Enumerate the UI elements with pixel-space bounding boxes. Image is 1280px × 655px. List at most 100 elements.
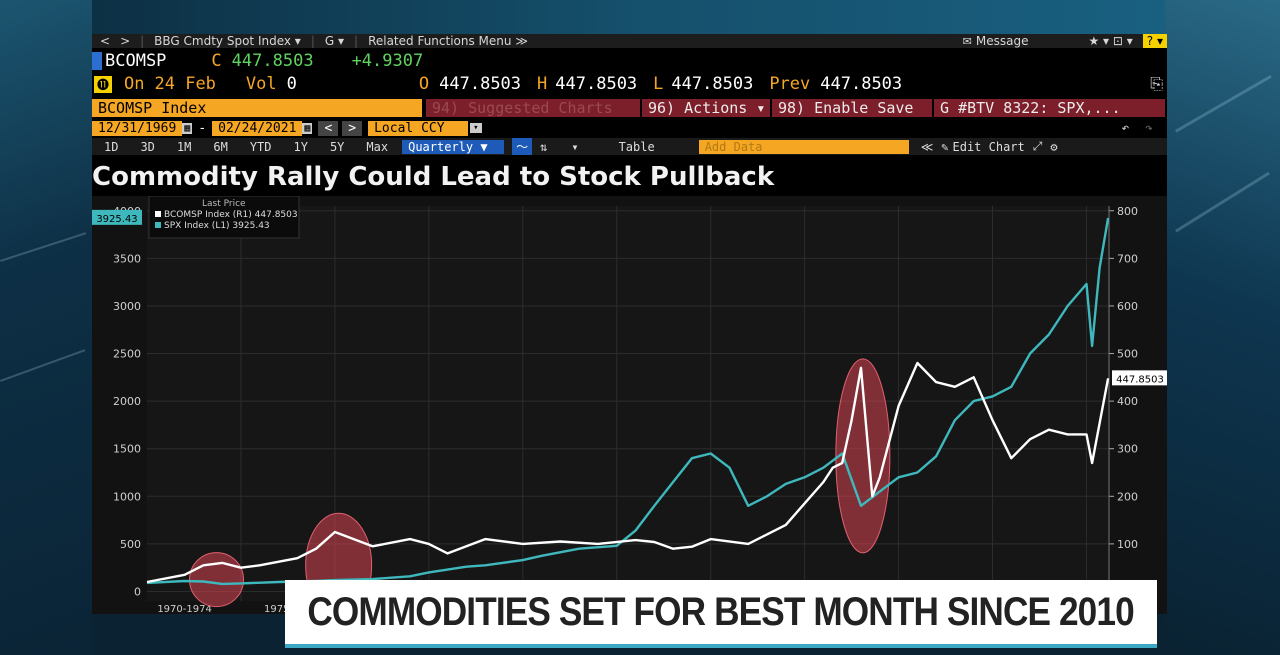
open-value: 447.8503 [439,74,521,94]
close-label: C [211,51,221,71]
vol-value: 0 [287,74,297,94]
suggested-charts-button[interactable]: 94) Suggested Charts [426,99,640,117]
background-right [1165,0,1280,655]
start-date-field[interactable]: 12/31/1969 [92,121,182,136]
redo-icon[interactable]: ↷ [1145,121,1153,136]
background-left [0,0,92,655]
line-chart-icon[interactable]: 〜 [512,138,532,155]
left-axis-tick-label: 1000 [113,490,141,503]
frequency-select[interactable]: Quarterly ▼ [402,140,504,154]
menu-bbg-cmdty[interactable]: BBG Cmdty Spot Index ▾ [154,34,301,48]
x-axis-tick-label: 1970-1974 [157,604,212,614]
left-axis-tick-label: 1500 [113,443,141,456]
period-button[interactable]: 1D [104,140,118,154]
period-button[interactable]: 5Y [330,140,344,154]
right-axis-tick-label: 500 [1117,348,1138,361]
prev-label: Prev [769,74,810,94]
period-button[interactable]: 6M [213,140,227,154]
menu-related-functions[interactable]: Related Functions Menu ≫ [368,34,528,48]
bloomberg-terminal: < > | BBG Cmdty Spot Index ▾ | G ▾ | Rel… [92,34,1167,614]
start-calendar-icon[interactable]: ▦ [182,123,192,134]
expand-icon[interactable]: ⤢ [1033,139,1043,154]
left-axis-tick-label: 0 [134,585,141,598]
change-value: +4.9307 [352,51,424,71]
message-icon[interactable]: ✉ [963,35,972,48]
low-value: 447.8503 [671,74,753,94]
date-label: On [124,74,144,94]
back-button[interactable]: < [100,34,110,48]
legend-header: Last Price [202,199,246,209]
security-field[interactable]: BCOMSP Index [92,99,422,117]
period-buttons: 1D 3D 1M 6M YTD 1Y 5Y Max [104,140,388,154]
left-axis-tick-label: 500 [120,538,141,551]
currency-select[interactable]: Local CCY [368,121,468,136]
collapse-icon[interactable]: ≪ [921,140,934,154]
legend-swatch [155,222,161,228]
quote-row-2: ⓫ On 24 Feb Vol 0 O 447.8503 H 447.8503 … [92,73,1167,95]
security-marker [92,52,102,70]
right-axis-tick-label: 300 [1117,443,1138,456]
chart-type-chevron-icon[interactable]: ▾ [571,140,578,154]
headline-text: COMMODITIES SET FOR BEST MONTH SINCE 201… [308,590,1134,635]
prev-period-button[interactable]: < [318,121,338,136]
edit-chart-button[interactable]: Edit Chart [953,140,1025,154]
highlight-ellipse [190,553,244,607]
forward-button[interactable]: > [120,34,130,48]
export-icon[interactable]: ⎘ [1150,74,1163,94]
legend-swatch [155,211,161,217]
close-value: 447.8503 [232,51,314,71]
high-label: H [537,74,547,94]
chart-type-icon[interactable]: ⇅ [540,140,547,154]
alert-icon[interactable]: ⓫ [94,76,112,93]
actions-button[interactable]: 96) Actions ▾ [642,99,770,117]
undo-icon[interactable]: ↶ [1121,121,1129,136]
ticker: BCOMSP [105,51,166,71]
range-dash: - [198,121,206,136]
date-range-row: 12/31/1969 ▦ - 02/24/2021 ▦ < > Local CC… [92,120,1167,136]
left-axis-tick-label: 3500 [113,252,141,265]
right-axis-tick-label: 800 [1117,205,1138,218]
background-top [0,0,1280,34]
lower-third-banner: COMMODITIES SET FOR BEST MONTH SINCE 201… [285,580,1157,648]
vol-label: Vol [246,74,277,94]
right-axis-tick-label: 100 [1117,538,1138,551]
high-value: 447.8503 [555,74,637,94]
spx-last-value-label: 3925.43 [96,214,137,225]
period-row: 1D 3D 1M 6M YTD 1Y 5Y Max Quarterly ▼ 〜 ⇅ ▾ Tab… [92,138,1167,155]
add-data-field[interactable]: Add Data [699,140,909,154]
prev-value: 447.8503 [820,74,902,94]
period-button[interactable]: 3D [140,140,154,154]
currency-chevron-icon[interactable]: ▾ [470,123,481,133]
period-button[interactable]: 1M [177,140,191,154]
function-toolbar: BCOMSP Index 94) Suggested Charts 96) Ac… [92,97,1167,118]
period-button[interactable]: YTD [250,140,272,154]
right-axis-tick-label: 400 [1117,395,1138,408]
line-chart: 0500100015002000250030003500400001002003… [92,196,1167,614]
end-date-field[interactable]: 02/24/2021 [212,121,302,136]
period-button[interactable]: 1Y [294,140,308,154]
settings-gear-icon[interactable]: ⚙ [1050,140,1057,154]
enable-save-button[interactable]: 98) Enable Save [772,99,932,117]
table-button[interactable]: Table [619,140,655,154]
btv-button[interactable]: G #BTV 8322: SPX,... [934,99,1165,117]
quote-row-1: BCOMSP C 447.8503 +4.9307 [92,50,1167,72]
end-calendar-icon[interactable]: ▦ [302,123,312,134]
right-axis-tick-label: 600 [1117,300,1138,313]
period-button[interactable]: Max [366,140,388,154]
left-axis-tick-label: 3000 [113,300,141,313]
next-period-button[interactable]: > [342,121,362,136]
open-label: O [419,74,429,94]
left-axis-tick-label: 2000 [113,395,141,408]
chart-title: Commodity Rally Could Lead to Stock Pull… [92,159,1167,195]
right-axis-tick-label: 200 [1117,490,1138,503]
legend-entry: SPX Index (L1) 3925.43 [164,221,270,231]
menu-g[interactable]: G ▾ [325,34,344,48]
low-label: L [653,74,663,94]
message-link[interactable]: Message [976,34,1029,48]
bcom-last-value-label: 447.8503 [1116,374,1164,385]
help-button[interactable]: ? ▾ [1143,34,1167,48]
legend-entry: BCOMSP Index (R1) 447.8503 [164,210,298,220]
favorites-icon[interactable]: ★ ▾ ⊡ ▾ [1088,34,1132,48]
edit-chart-icon[interactable]: ✎ [941,140,948,154]
right-axis-tick-label: 700 [1117,252,1138,265]
